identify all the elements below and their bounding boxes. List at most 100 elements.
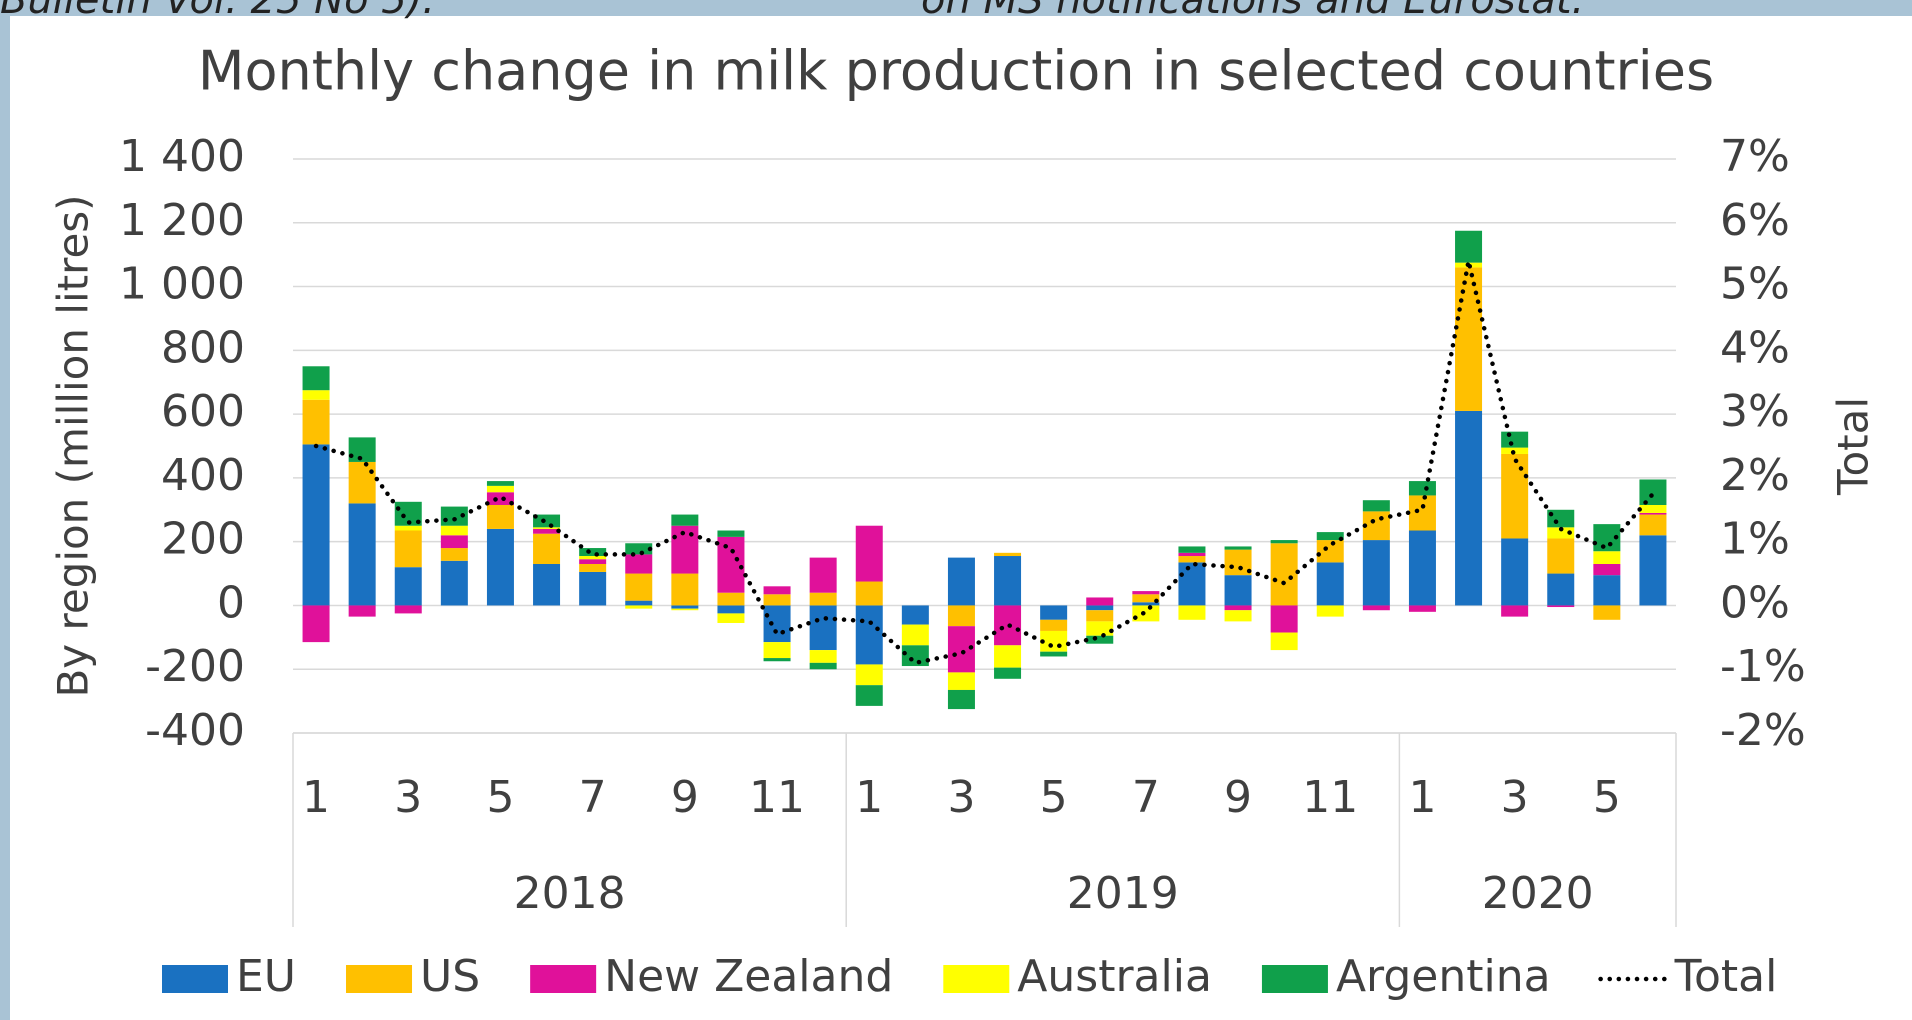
bar-segment [809, 605, 837, 651]
legend-swatch [162, 965, 228, 993]
bar-segment [1593, 551, 1621, 564]
bar-segment [1455, 267, 1483, 411]
bar-segment [302, 366, 330, 391]
bar-segment [348, 503, 376, 606]
bar-segment [1408, 481, 1436, 496]
bar-segment [994, 667, 1022, 679]
bar-segment [809, 650, 837, 663]
bar-segment [1501, 431, 1529, 448]
bar-segment [717, 605, 745, 614]
bar-segment [440, 525, 468, 536]
legend-label: New Zealand [604, 951, 893, 1002]
bar-segment [302, 390, 330, 400]
bar-segment [763, 594, 791, 606]
y2-axis-title: Total [1829, 397, 1878, 496]
y-tick-label: 600 [161, 386, 245, 437]
bar-segment [1086, 610, 1114, 622]
y2-tick-label: 4% [1720, 322, 1790, 373]
bar-segment [533, 514, 561, 528]
bar-segment [394, 567, 422, 606]
bar-segment [1178, 605, 1206, 620]
bar-segment [440, 535, 468, 549]
bar-segment [717, 536, 745, 593]
y-tick-label: -200 [145, 641, 245, 692]
y2-tick-label: -1% [1720, 641, 1806, 692]
bar-segment [1316, 540, 1344, 563]
group-label: 2020 [1482, 868, 1594, 919]
bar-segment [1547, 509, 1575, 528]
y2-tick-label: 3% [1720, 386, 1790, 437]
x-tick-label: 9 [671, 772, 699, 823]
bar-segment [901, 624, 929, 646]
bar-segment [625, 573, 653, 601]
bar-segment [671, 605, 699, 609]
bar-segment [625, 554, 653, 574]
bar-segment [625, 605, 653, 609]
bar-segment [1270, 632, 1298, 651]
bar-segment [302, 444, 330, 606]
bar-segment [625, 543, 653, 555]
bar-segment [855, 685, 883, 706]
bar-segment [1501, 453, 1529, 539]
x-tick-label: 5 [1040, 772, 1068, 823]
bar-segment [809, 557, 837, 593]
bar-segment [1639, 535, 1667, 606]
y2-tick-label: 5% [1720, 259, 1790, 310]
bar-segment [1086, 621, 1114, 636]
bar-segment [533, 527, 561, 529]
bar-segment [1408, 605, 1436, 612]
group-label: 2018 [514, 868, 626, 919]
bar-segment [763, 605, 791, 643]
bar-segment [440, 560, 468, 606]
bar-segment [394, 605, 422, 614]
bar-segment [579, 559, 607, 564]
y2-tick-label: 6% [1720, 195, 1790, 246]
y2-tick-label: 1% [1720, 514, 1790, 565]
bar-segment [1362, 605, 1390, 611]
bar-segment [1593, 563, 1621, 576]
legend-swatch [1261, 965, 1328, 993]
legend-label: Total [1674, 951, 1778, 1002]
bar-segment [994, 556, 1022, 606]
bar-segment [809, 662, 837, 670]
bar-segment [671, 514, 699, 526]
bar-segment [855, 525, 883, 582]
x-tick-label: 1 [855, 772, 883, 823]
bar-segment [1224, 610, 1252, 622]
bar-segment [1132, 594, 1160, 603]
bar-segment [717, 530, 745, 537]
bar-segment [302, 605, 330, 643]
bar-segment [671, 573, 699, 606]
bar-segment [1639, 504, 1667, 513]
header-note: Bulletin Vol. 25 No 5). [0, 0, 435, 23]
y-tick-label: 1 400 [119, 131, 245, 182]
bar-segment [1501, 538, 1529, 606]
bar-segment [1362, 511, 1390, 541]
bar-segment [1132, 602, 1160, 606]
bar-segment [1178, 562, 1206, 606]
x-tick-label: 1 [302, 772, 330, 823]
bar-segment [1593, 605, 1621, 620]
legend-swatch [346, 965, 413, 993]
bar-segment [1178, 556, 1206, 563]
bar-segment [1040, 605, 1068, 620]
bar-segment [855, 581, 883, 606]
bar-segment [1086, 635, 1114, 644]
bar-segment [1040, 619, 1068, 631]
y2-tick-label: 0% [1720, 577, 1790, 628]
bar-segment [1593, 575, 1621, 606]
bar-segment [394, 525, 422, 531]
bar-segment [1547, 527, 1575, 539]
bar-segment [763, 658, 791, 662]
bar-segment [440, 548, 468, 561]
bar-segment [394, 501, 422, 526]
bar-segment [394, 530, 422, 568]
bar-segment [1040, 651, 1068, 657]
bar-segment [901, 645, 929, 667]
x-tick-label: 11 [749, 772, 805, 823]
bar-segment [1408, 495, 1436, 531]
x-tick-label: 9 [1224, 772, 1252, 823]
bar-segment [1132, 591, 1160, 595]
bar-segment [855, 605, 883, 665]
